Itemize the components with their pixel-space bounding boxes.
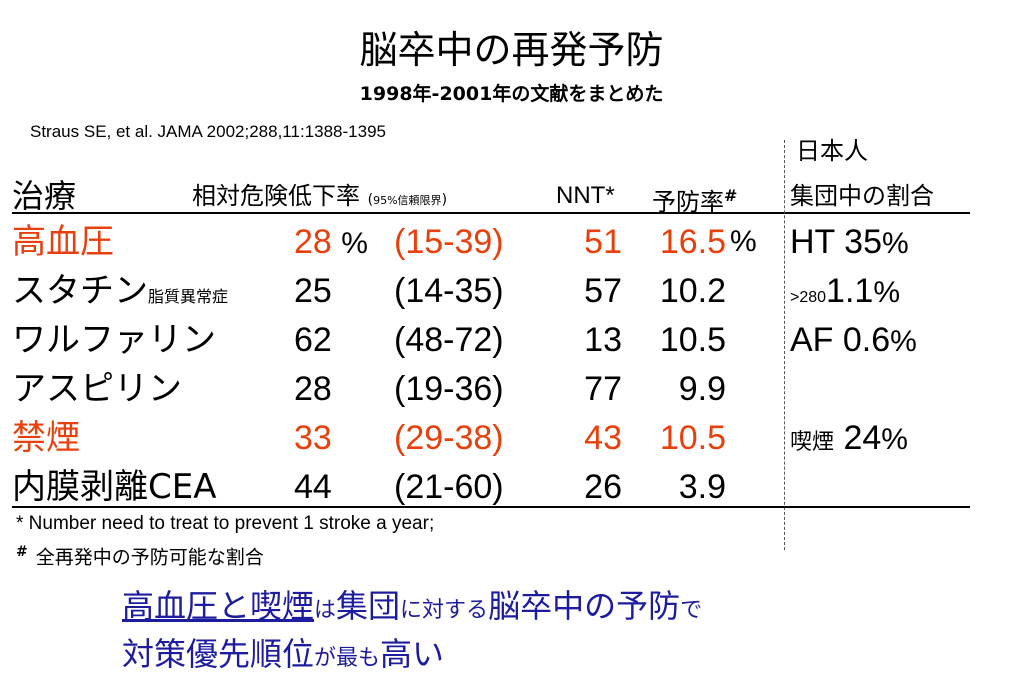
- row-treatment: スタチン脂質異常症: [12, 271, 229, 311]
- header-ci-close: ): [441, 192, 448, 208]
- column-divider: [784, 140, 785, 550]
- table-row: スタチン脂質異常症 25 (14-35) 57 10.2 >2801.1%: [0, 267, 1023, 315]
- footnote-prevention-text: 全再発中の予防可能な割合: [35, 546, 264, 569]
- table-row: ワルファリン 62 (48-72) 13 10.5 AF 0.6%: [0, 316, 1023, 364]
- prevention-mark: #: [724, 186, 738, 205]
- header-rrr-label: 相対危険低下率: [192, 182, 360, 210]
- row-nnt: 43: [584, 419, 622, 457]
- header-ci-open: (: [367, 192, 374, 208]
- row-nnt: 13: [584, 321, 622, 359]
- citation: Straus SE, et al. JAMA 2002;288,11:1388-…: [30, 122, 386, 141]
- row-prevention-pct: %: [730, 225, 757, 258]
- conclusion-segment: は: [314, 598, 337, 623]
- footnote-mark: #: [16, 544, 28, 560]
- row-prevention: 10.2: [659, 272, 726, 310]
- conclusion-segment: で: [680, 598, 703, 623]
- table-row: 内膜剥離CEA 44 (21-60) 26 3.9: [0, 463, 1023, 511]
- row-rrr: 28: [294, 370, 332, 408]
- conclusion-segment: に対する: [400, 598, 489, 623]
- row-rrr: 62: [294, 321, 332, 359]
- row-nnt: 26: [584, 468, 622, 506]
- row-nnt: 51: [584, 223, 622, 261]
- header-treatment: 治療: [12, 177, 77, 215]
- conclusion-line-2: 対策優先順位が最も高い: [122, 632, 444, 681]
- conclusion-segment: が: [314, 646, 337, 671]
- row-rrr: 25: [294, 272, 332, 310]
- row-prevention: 10.5: [659, 419, 726, 457]
- conclusion-segment: 脳卒中の予防: [488, 587, 681, 625]
- conclusion-segment: 対策優先順位: [122, 635, 315, 673]
- row-prevention: 16.5: [659, 223, 726, 261]
- header-prevention: 予防率#: [652, 186, 738, 216]
- header-nnt: NNT*: [556, 182, 615, 209]
- conclusion-segment: 最も: [336, 646, 381, 671]
- table-row: 禁煙 33 (29-38) 43 10.5 喫煙 24%: [0, 414, 1023, 462]
- row-prevention: 9.9: [678, 370, 726, 408]
- row-treatment: 内膜剥離CEA: [12, 467, 217, 507]
- row-rrr: 33: [294, 419, 332, 457]
- row-ci: (21-60): [394, 468, 504, 506]
- row-extra: HT 35%: [790, 223, 909, 261]
- row-ci: (14-35): [394, 272, 504, 310]
- table-row: 高血圧 28 % (15-39) 51 16.5% HT 35%: [0, 218, 1023, 266]
- row-ci: (48-72): [394, 321, 504, 359]
- row-prevention: 3.9: [678, 468, 726, 506]
- table-bottom-divider: [12, 506, 970, 508]
- conclusion-segment: 集団: [336, 587, 401, 625]
- row-treatment-sub: 脂質異常症: [148, 287, 229, 306]
- page-title: 脳卒中の再発予防: [359, 28, 664, 72]
- row-extra: >2801.1%: [790, 272, 900, 310]
- footnote-nnt: * Number need to treat to prevent 1 stro…: [16, 513, 435, 534]
- row-treatment: アスピリン: [12, 369, 182, 409]
- extra-header-top: 日本人: [796, 137, 868, 165]
- row-prevention: 10.5: [659, 321, 726, 359]
- footnote-prevention: # 全再発中の予防可能な割合: [16, 540, 264, 569]
- row-treatment: 高血圧: [12, 222, 114, 262]
- header-divider: [12, 212, 970, 214]
- row-ci: (15-39): [394, 223, 504, 261]
- row-nnt: 77: [584, 370, 622, 408]
- row-rrr: 28 %: [294, 223, 368, 261]
- row-rrr: 44: [294, 468, 332, 506]
- page-subtitle: 1998年-2001年の文献をまとめた: [359, 83, 664, 105]
- row-ci: (19-36): [394, 370, 504, 408]
- row-extra: 喫煙 24%: [790, 419, 908, 457]
- row-treatment: 禁煙: [12, 418, 80, 458]
- conclusion-segment: 高い: [380, 635, 445, 673]
- row-ci: (29-38): [394, 419, 504, 457]
- row-extra: AF 0.6%: [790, 321, 917, 359]
- table-row: アスピリン 28 (19-36) 77 9.9: [0, 365, 1023, 413]
- conclusion-segment: 高血圧と喫煙: [122, 587, 315, 625]
- header-ci-label: 95%信頼限界: [373, 194, 442, 207]
- header-extra: 集団中の割合: [790, 182, 934, 210]
- conclusion-line-1: 高血圧と喫煙は集団に対する脳卒中の予防で: [122, 584, 702, 633]
- header-rrr: 相対危険低下率 (95%信頼限界): [192, 180, 447, 217]
- row-nnt: 57: [584, 272, 622, 310]
- row-treatment: ワルファリン: [12, 320, 216, 360]
